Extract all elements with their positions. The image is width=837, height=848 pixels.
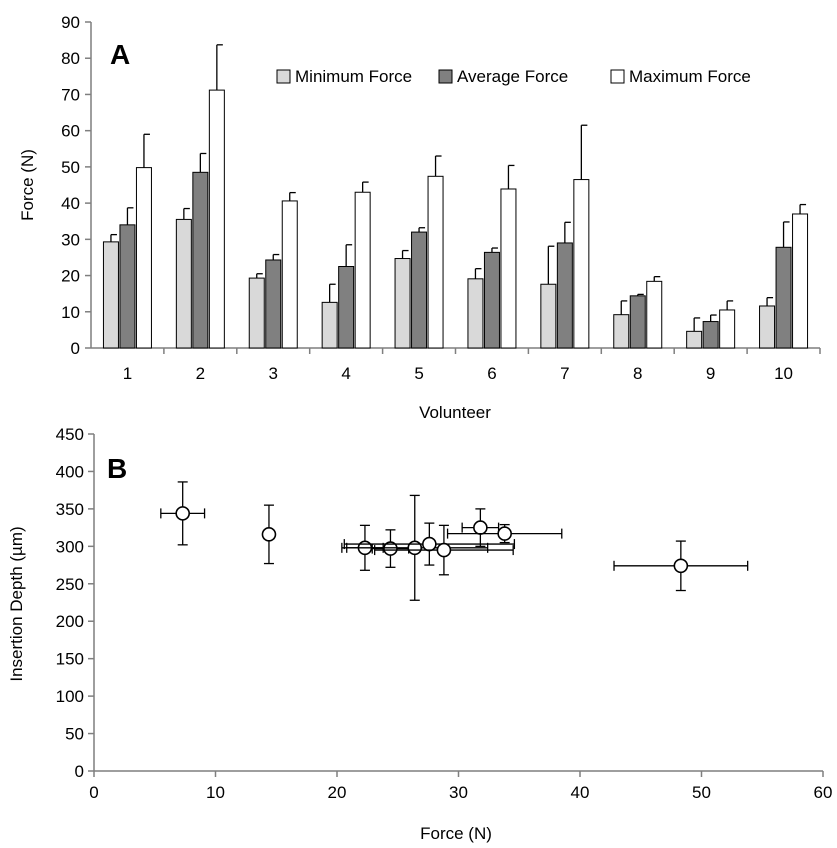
chart-b-y-tick-label: 150 (56, 650, 84, 669)
chart-a-bar (573, 179, 590, 349)
chart-a-y-tick-label: 10 (61, 303, 80, 322)
chart-b-data-point (673, 558, 689, 574)
chart-a-bar (467, 278, 484, 349)
chart-a-x-tick-label: 3 (269, 364, 278, 383)
chart-a-bar (646, 280, 663, 349)
chart-a-bar (500, 188, 517, 349)
chart-a-bar (540, 283, 557, 349)
chart-b-y-tick-label: 250 (56, 575, 84, 594)
chart-b-y-tick-label: 450 (56, 425, 84, 444)
chart-b-x-tick-label: 20 (328, 783, 347, 802)
chart-a-bar (338, 266, 355, 349)
chart-a-bars (102, 44, 809, 349)
chart-a-bar (394, 258, 411, 349)
chart-b-data-point (497, 526, 512, 541)
chart-a-bar (483, 251, 500, 349)
chart-a-y-tick-label: 20 (61, 267, 80, 286)
chart-a-x-tick-label: 4 (341, 364, 350, 383)
chart-b-y-tick-label: 350 (56, 500, 84, 519)
chart-a-axes: 0 10 20 30 40 50 60 70 80 90 1 2 3 4 5 6 7 8 9 10 (61, 13, 821, 383)
chart-a-x-tick-label: 2 (196, 364, 205, 383)
chart-a-bar (427, 175, 444, 349)
chart-a-x-tick-label: 5 (414, 364, 423, 383)
chart-a-x-tick-label: 6 (487, 364, 496, 383)
chart-a-y-axis-title: Force (N) (18, 149, 37, 221)
chart-a-force-by-volunteer: A Force (N) Volunteer 0 10 20 30 40 50 60 70 80 9… (18, 13, 821, 422)
chart-a-legend-swatch (610, 69, 625, 84)
chart-a-x-tick-label: 9 (706, 364, 715, 383)
chart-b-data-point (473, 520, 488, 535)
chart-a-y-tick-label: 30 (61, 230, 80, 249)
chart-b-x-tick-label: 40 (571, 783, 590, 802)
chart-b-data-point (261, 527, 277, 542)
chart-a-bar (102, 241, 119, 349)
chart-b-data-point (175, 506, 190, 521)
chart-a-y-tick-label: 70 (61, 85, 80, 104)
chart-a-x-tick-label: 10 (774, 364, 793, 383)
chart-a-bar (629, 295, 646, 349)
chart-b-depth-vs-force: B Insertion Depth (µm) Force (N) 0501001… (7, 425, 832, 843)
chart-a-legend-swatch (438, 69, 453, 84)
chart-a-bar (281, 200, 298, 349)
chart-b-panel-label: B (107, 453, 127, 484)
chart-b-y-axis-title: Insertion Depth (µm) (7, 526, 26, 681)
chart-a-legend-label: Maximum Force (629, 67, 751, 86)
chart-b-data-point (383, 541, 398, 556)
chart-a-y-tick-label: 40 (61, 194, 80, 213)
chart-a-legend-label: Minimum Force (295, 67, 412, 86)
chart-b-y-tick-label: 50 (65, 725, 84, 744)
chart-b-points (160, 481, 749, 601)
chart-a-y-tick-label: 50 (61, 158, 80, 177)
chart-a-bar (135, 167, 152, 349)
chart-a-y-tick-label: 0 (71, 339, 80, 358)
chart-a-bar (719, 309, 736, 349)
chart-a-y-tick-label: 80 (61, 49, 80, 68)
chart-b-axes: 0 50 100 150 200 250 300 350 400 450 0 10 20 30 40 50 60 (56, 425, 833, 802)
chart-a-x-tick-label: 8 (633, 364, 642, 383)
chart-b-y-tick-label: 400 (56, 462, 84, 481)
chart-a-legend-swatch (276, 69, 291, 84)
chart-a-bar (208, 89, 225, 349)
chart-b-x-tick-label: 10 (206, 783, 225, 802)
chart-a-bar (686, 330, 703, 349)
chart-b-y-tick-label: 0 (75, 762, 84, 781)
chart-a-bar (321, 301, 338, 349)
chart-b-x-tick-label: 50 (692, 783, 711, 802)
chart-a-bar (411, 231, 428, 349)
chart-a-legend: Minimum Force Average Force Maximum Force (276, 67, 751, 86)
chart-a-y-tick-label: 60 (61, 122, 80, 141)
chart-a-bar (119, 224, 136, 349)
chart-a-bar (613, 314, 630, 349)
chart-a-bar (248, 277, 265, 349)
chart-b-x-tick-label: 30 (449, 783, 468, 802)
chart-a-bar (792, 213, 809, 349)
chart-a-x-tick-label: 1 (123, 364, 132, 383)
chart-b-x-tick-label: 60 (814, 783, 833, 802)
chart-a-y-tick-label: 90 (61, 13, 80, 32)
chart-b-x-tick-label: 0 (89, 783, 98, 802)
chart-a-bar (354, 191, 371, 349)
chart-b-y-tick-label: 200 (56, 612, 84, 631)
chart-b-x-axis-title: Force (N) (420, 824, 492, 843)
chart-a-x-tick-label: 7 (560, 364, 569, 383)
chart-a-bar (265, 259, 282, 349)
chart-a-bar (702, 321, 719, 349)
chart-a-x-axis-title: Volunteer (419, 403, 491, 422)
chart-a-bar (759, 305, 776, 349)
chart-a-legend-label: Average Force (457, 67, 568, 86)
chart-a-bar (775, 246, 792, 349)
chart-b-data-point (407, 540, 423, 556)
chart-a-panel-label: A (110, 39, 130, 70)
chart-b-data-point (422, 536, 437, 552)
chart-a-bar (192, 171, 209, 349)
chart-b-y-tick-label: 100 (56, 687, 84, 706)
chart-a-bar (556, 242, 573, 349)
chart-a-bar (175, 218, 192, 349)
chart-b-y-tick-label: 300 (56, 537, 84, 556)
chart-b-data-point (436, 542, 452, 558)
